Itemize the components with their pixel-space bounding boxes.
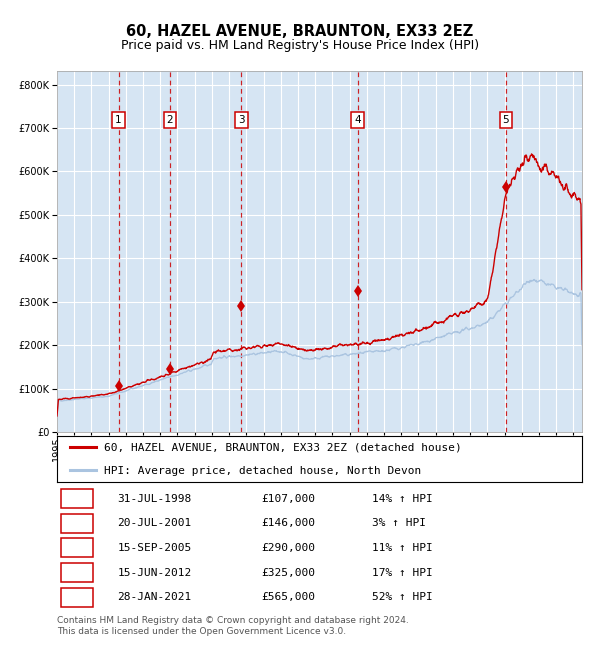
Text: Contains HM Land Registry data © Crown copyright and database right 2024.: Contains HM Land Registry data © Crown c… [57, 616, 409, 625]
Text: 2: 2 [166, 115, 173, 125]
Text: 20-JUL-2001: 20-JUL-2001 [118, 518, 191, 528]
Text: 28-JAN-2021: 28-JAN-2021 [118, 592, 191, 603]
Text: 3: 3 [74, 543, 80, 553]
Text: 5: 5 [503, 115, 509, 125]
Text: £325,000: £325,000 [262, 567, 316, 578]
Text: 4: 4 [354, 115, 361, 125]
Text: £107,000: £107,000 [262, 493, 316, 504]
FancyBboxPatch shape [61, 588, 93, 607]
Text: This data is licensed under the Open Government Licence v3.0.: This data is licensed under the Open Gov… [57, 627, 346, 636]
Text: HPI: Average price, detached house, North Devon: HPI: Average price, detached house, Nort… [104, 465, 421, 476]
Text: 3% ↑ HPI: 3% ↑ HPI [372, 518, 426, 528]
Text: Price paid vs. HM Land Registry's House Price Index (HPI): Price paid vs. HM Land Registry's House … [121, 39, 479, 52]
Text: 60, HAZEL AVENUE, BRAUNTON, EX33 2EZ (detached house): 60, HAZEL AVENUE, BRAUNTON, EX33 2EZ (de… [104, 442, 462, 452]
Text: 15-SEP-2005: 15-SEP-2005 [118, 543, 191, 553]
Text: 1: 1 [115, 115, 122, 125]
FancyBboxPatch shape [61, 538, 93, 558]
Bar [119, 72, 170, 432]
Text: 14% ↑ HPI: 14% ↑ HPI [372, 493, 433, 504]
Text: £565,000: £565,000 [262, 592, 316, 603]
Text: 3: 3 [238, 115, 245, 125]
FancyBboxPatch shape [61, 489, 93, 508]
Bar [57, 72, 119, 432]
Text: 1: 1 [74, 493, 80, 504]
Text: £146,000: £146,000 [262, 518, 316, 528]
FancyBboxPatch shape [61, 514, 93, 533]
Bar [506, 72, 582, 432]
Text: 11% ↑ HPI: 11% ↑ HPI [372, 543, 433, 553]
Text: 52% ↑ HPI: 52% ↑ HPI [372, 592, 433, 603]
Text: 4: 4 [74, 567, 80, 578]
FancyBboxPatch shape [61, 563, 93, 582]
Bar [170, 72, 241, 432]
Text: 2: 2 [74, 518, 80, 528]
Bar [358, 72, 506, 432]
Text: £290,000: £290,000 [262, 543, 316, 553]
Text: 5: 5 [74, 592, 80, 603]
Text: 17% ↑ HPI: 17% ↑ HPI [372, 567, 433, 578]
Text: 60, HAZEL AVENUE, BRAUNTON, EX33 2EZ: 60, HAZEL AVENUE, BRAUNTON, EX33 2EZ [127, 24, 473, 39]
Text: 31-JUL-1998: 31-JUL-1998 [118, 493, 191, 504]
Bar [241, 72, 358, 432]
Text: 15-JUN-2012: 15-JUN-2012 [118, 567, 191, 578]
